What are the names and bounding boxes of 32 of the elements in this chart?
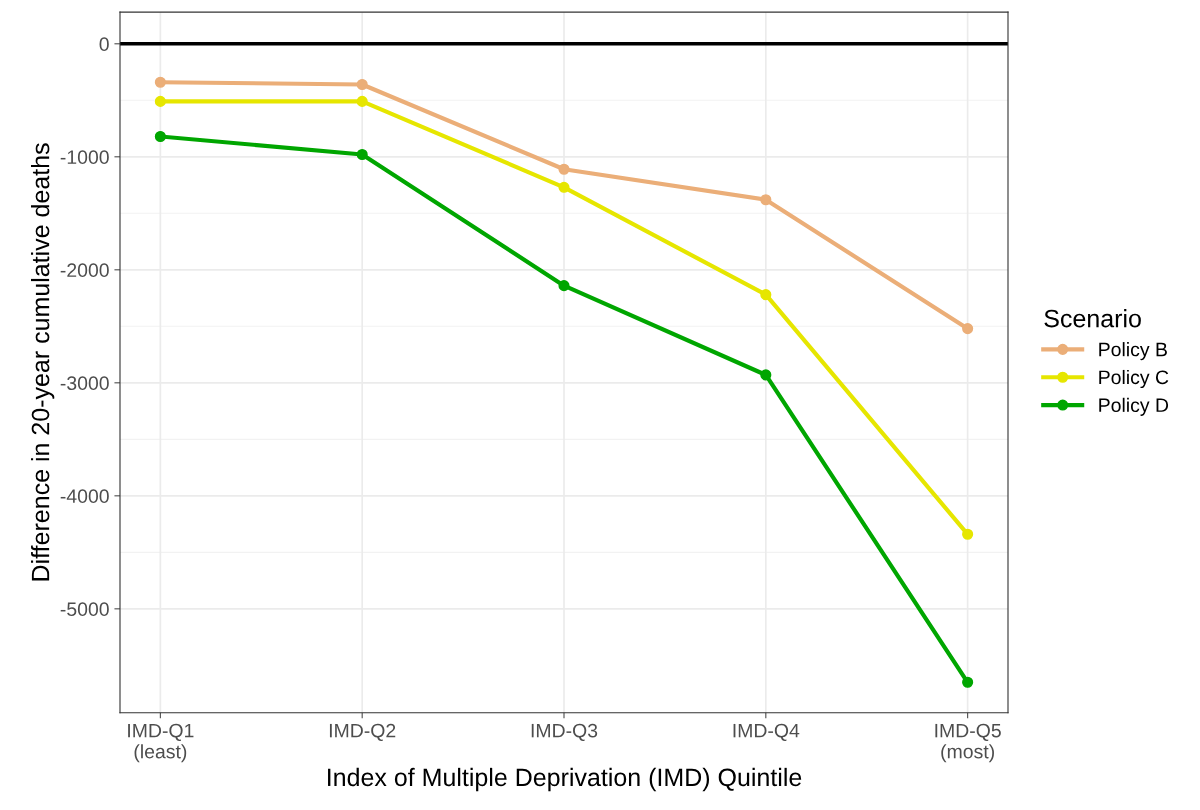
y-tick-label: -4000 bbox=[60, 489, 109, 504]
point bbox=[356, 78, 368, 91]
legend-label: Policy D bbox=[1099, 397, 1169, 416]
x-axis-title: Index of Multiple Deprivation (IMD) Quintile bbox=[328, 767, 802, 792]
point bbox=[760, 194, 772, 206]
point bbox=[154, 130, 166, 143]
legend-label: Policy C bbox=[1099, 369, 1169, 389]
point bbox=[962, 323, 974, 335]
x-tick-label: IMD-Q2 bbox=[329, 723, 396, 741]
point bbox=[154, 76, 166, 88]
x-tick-label: IMD-Q3 bbox=[531, 723, 598, 741]
x-tick-label: IMD-Q4 bbox=[733, 723, 800, 741]
legend-label: Policy B bbox=[1099, 342, 1167, 361]
point bbox=[356, 148, 368, 161]
point bbox=[760, 289, 772, 301]
x-tick-label: IMD-Q5 (most) bbox=[935, 723, 1001, 763]
y-axis-title: Difference in 20-year cumulative deaths bbox=[31, 143, 55, 581]
point bbox=[558, 181, 570, 193]
point bbox=[760, 369, 772, 381]
y-tick-label: 0 bbox=[99, 37, 109, 52]
y-tick-label: -2000 bbox=[60, 263, 109, 278]
y-tick-label: -5000 bbox=[60, 602, 109, 617]
point bbox=[558, 280, 570, 292]
y-tick-label: -3000 bbox=[60, 376, 109, 391]
point bbox=[154, 95, 166, 107]
y-tick-label: -1000 bbox=[60, 150, 109, 165]
point bbox=[356, 95, 368, 107]
point bbox=[558, 163, 570, 175]
x-tick-label: IMD-Q1 (least) bbox=[128, 723, 194, 763]
point bbox=[962, 676, 974, 688]
legend-title: Scenario bbox=[1044, 309, 1141, 328]
point bbox=[962, 528, 974, 540]
